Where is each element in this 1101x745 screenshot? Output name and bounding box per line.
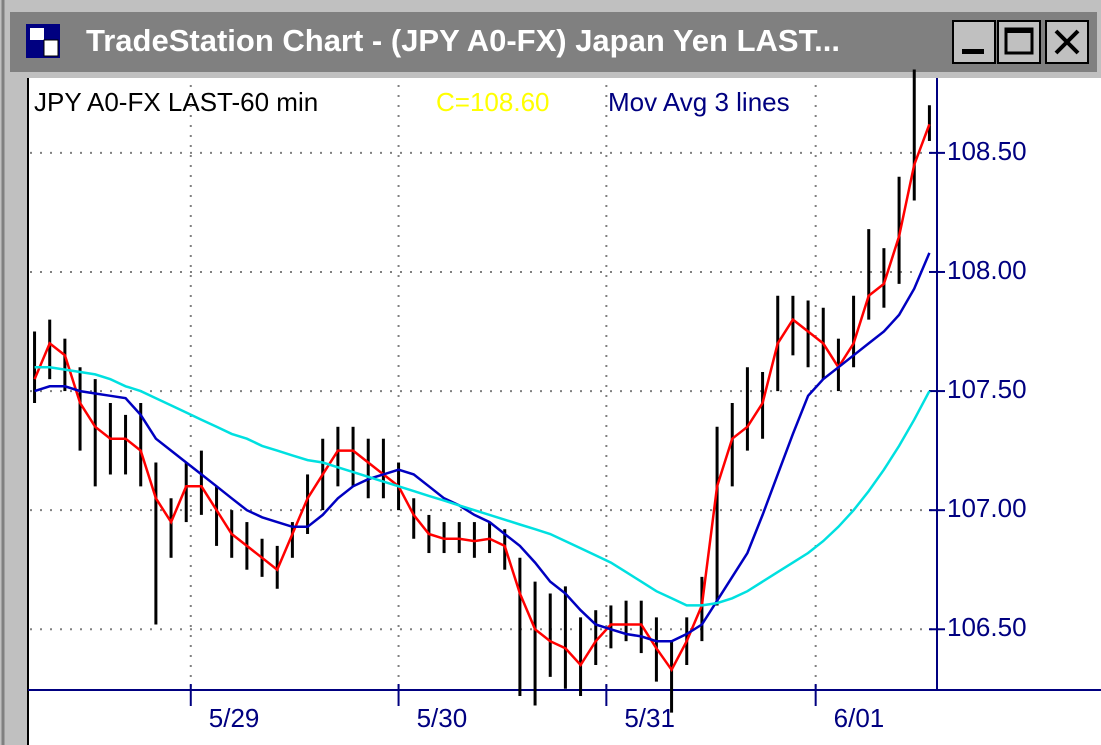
symbol-label: JPY A0-FX LAST-60 min: [34, 87, 318, 117]
close-button[interactable]: [1045, 20, 1089, 64]
x-tick-label: 5/31: [624, 703, 675, 733]
close-label: C=108.60: [436, 87, 549, 117]
x-tick-label: 6/01: [834, 703, 885, 733]
minimize-button[interactable]: [952, 20, 996, 64]
app-icon: [26, 24, 60, 58]
y-tick-label: 106.50: [947, 612, 1027, 642]
moving-average-line: [34, 252, 931, 643]
window-title: TradeStation Chart - (JPY A0-FX) Japan Y…: [86, 23, 840, 58]
y-tick-label: 108.50: [947, 136, 1027, 166]
x-tick-label: 5/30: [417, 703, 468, 733]
maximize-button[interactable]: [997, 20, 1041, 64]
y-tick-label: 108.00: [947, 255, 1027, 285]
y-tick-label: 107.00: [947, 493, 1027, 523]
title-bar: [10, 12, 1097, 72]
y-tick-label: 107.50: [947, 374, 1027, 404]
moving-average-line: [33, 123, 931, 673]
plot: 106.50 107.00 107.50 108.00 108.50 5/29 5/30 5/…: [28, 69, 1101, 733]
indicator-label: Mov Avg 3 lines: [608, 87, 790, 117]
x-tick-label: 5/29: [209, 703, 260, 733]
moving-average-line: [34, 366, 931, 607]
